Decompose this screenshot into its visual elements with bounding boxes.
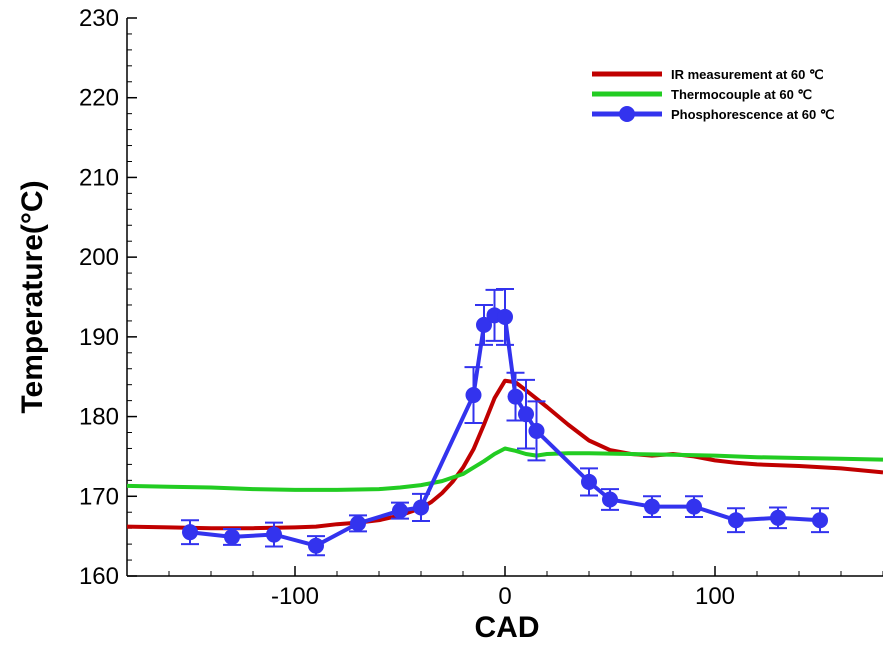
series-0 bbox=[127, 378, 883, 531]
data-point bbox=[497, 308, 513, 325]
data-point bbox=[507, 388, 524, 405]
data-point bbox=[413, 499, 429, 516]
data-point bbox=[812, 512, 828, 529]
legend-marker-phosphorescence bbox=[619, 106, 635, 122]
y-tick-label: 190 bbox=[79, 324, 119, 351]
x-tick-label: 100 bbox=[695, 583, 735, 610]
data-point bbox=[266, 526, 282, 543]
series-line bbox=[189, 313, 821, 548]
data-point bbox=[392, 502, 408, 519]
data-point bbox=[770, 509, 786, 526]
y-tick-label: 180 bbox=[79, 404, 119, 431]
y-tick-label: 220 bbox=[79, 85, 119, 112]
x-tick-label: 0 bbox=[498, 583, 511, 610]
data-point bbox=[476, 316, 492, 333]
series-1 bbox=[127, 446, 883, 492]
data-point bbox=[528, 422, 545, 439]
y-tick-label: 160 bbox=[79, 563, 119, 590]
x-axis-title: CAD bbox=[475, 611, 540, 644]
data-point bbox=[308, 537, 324, 554]
series-line bbox=[127, 446, 883, 492]
series-2 bbox=[181, 288, 829, 557]
data-point bbox=[224, 528, 240, 545]
legend-label-phosphorescence: Phosphorescence at 60 ℃ bbox=[671, 107, 834, 122]
y-axis-title: Temperature(°C) bbox=[16, 180, 49, 413]
data-point bbox=[602, 491, 618, 508]
y-tick-label: 200 bbox=[79, 244, 119, 271]
data-point bbox=[465, 387, 482, 404]
series-line bbox=[127, 378, 883, 531]
y-axis-ticks: 160 170 180 190 200 210 220 230 bbox=[79, 5, 137, 590]
series-layer bbox=[127, 288, 883, 557]
data-point bbox=[581, 473, 597, 490]
y-tick-label: 170 bbox=[79, 483, 119, 510]
legend: IR measurement at 60 ℃ Thermocouple at 6… bbox=[592, 67, 834, 122]
x-axis-ticks: -100 0 100 bbox=[126, 566, 883, 610]
data-point bbox=[686, 498, 702, 515]
x-tick-label: -100 bbox=[271, 583, 319, 610]
legend-label-thermocouple: Thermocouple at 60 ℃ bbox=[671, 87, 812, 102]
data-point bbox=[350, 515, 366, 532]
legend-label-ir: IR measurement at 60 ℃ bbox=[671, 67, 824, 82]
data-point bbox=[518, 406, 534, 423]
data-point bbox=[182, 524, 198, 541]
y-tick-label: 210 bbox=[79, 164, 119, 191]
y-tick-label: 230 bbox=[79, 5, 119, 32]
data-point bbox=[644, 498, 660, 515]
data-point bbox=[728, 512, 744, 529]
